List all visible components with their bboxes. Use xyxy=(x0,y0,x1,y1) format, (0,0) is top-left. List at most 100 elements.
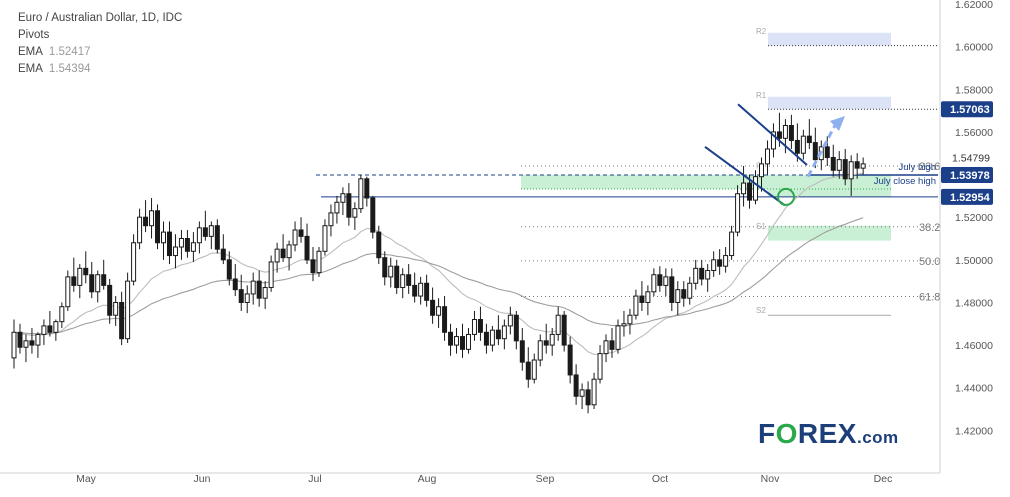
candle-body xyxy=(53,321,59,333)
x-tick-label: Sep xyxy=(536,473,555,485)
price-label-text: 1.57063 xyxy=(950,104,990,116)
candle-body xyxy=(178,238,184,248)
candle-body xyxy=(759,163,764,178)
price-label-box xyxy=(941,188,993,205)
candle-body xyxy=(208,225,214,237)
legend-ema-2-label: EMA xyxy=(18,63,43,75)
candle-body xyxy=(782,125,788,139)
candle-body xyxy=(537,340,543,361)
candle-body xyxy=(591,378,597,406)
axes-layer: May Jun Jul Aug Sep Oct Nov Dec 1.62000 1.60000 1.… xyxy=(0,0,993,485)
candle-body xyxy=(95,274,101,293)
pivot-s1-zone xyxy=(768,225,891,241)
y-tick-label: 1.62000 xyxy=(955,0,993,11)
candle-body xyxy=(202,227,208,237)
candle-body xyxy=(699,267,705,280)
candle-body xyxy=(729,231,735,257)
candle-body xyxy=(615,325,621,350)
candle-body xyxy=(11,331,17,359)
candle-body xyxy=(711,259,717,271)
candle-body xyxy=(232,278,238,291)
candle-body xyxy=(579,389,585,397)
candle-body xyxy=(770,131,776,150)
y-tick-label: 1.46000 xyxy=(955,340,993,352)
candle-body xyxy=(501,325,507,340)
candle-body xyxy=(166,231,172,257)
candle-body xyxy=(543,340,549,346)
fib-label: 38.2 xyxy=(919,222,940,234)
fib-label: 61.8 xyxy=(919,291,940,303)
price-label-text: 1.52954 xyxy=(950,192,991,204)
x-tick-label: Nov xyxy=(761,473,780,485)
candle-body xyxy=(788,125,794,141)
candle-body xyxy=(298,229,304,237)
fib-label: 23.6 xyxy=(919,161,940,173)
candle-body xyxy=(753,176,759,201)
logo-rex: REX xyxy=(797,418,857,449)
projection-arrow-head xyxy=(830,116,845,131)
candle-body xyxy=(633,295,639,316)
candle-body xyxy=(364,178,370,199)
y-tick-label: 1.58000 xyxy=(955,84,993,96)
candle-body xyxy=(842,159,848,180)
legend-ema-1-value: 1.52417 xyxy=(48,46,91,58)
candle-body xyxy=(29,340,35,346)
candle-body xyxy=(735,193,741,233)
x-tick-label: Aug xyxy=(418,473,437,485)
candle-body xyxy=(645,291,651,303)
candle-body xyxy=(639,295,645,303)
candle-body xyxy=(346,193,352,218)
fib-label: 50.0 xyxy=(919,256,940,268)
candle-body xyxy=(394,265,400,289)
candle-body xyxy=(119,301,125,340)
candle-body xyxy=(400,274,406,289)
candle-body xyxy=(310,259,316,274)
candle-body xyxy=(471,319,477,335)
candle-body xyxy=(184,238,190,252)
candle-body xyxy=(238,289,244,303)
candle-body xyxy=(693,267,699,284)
candle-body xyxy=(830,156,836,171)
legend-pivots: Pivots xyxy=(18,29,50,41)
y-tick-label: 1.50000 xyxy=(955,255,993,267)
candle-body xyxy=(304,235,310,261)
candle-body xyxy=(651,274,657,293)
legend-title: Euro / Australian Dollar, 1D, IDC xyxy=(18,12,183,24)
candle-body xyxy=(41,325,47,335)
candle-body xyxy=(549,333,555,346)
legend-ema-2: EMA 1.54394 xyxy=(18,61,182,78)
forex-logo: FOREX.com xyxy=(758,418,899,450)
price-label-box xyxy=(941,167,993,184)
candle-body xyxy=(406,274,412,286)
x-tick-label: Dec xyxy=(874,473,893,485)
candle-body xyxy=(370,197,376,233)
candle-body xyxy=(454,336,460,346)
candle-body xyxy=(149,210,155,227)
candle-body xyxy=(196,227,202,244)
candle-body xyxy=(418,282,424,297)
candle-body xyxy=(274,248,280,263)
candle-body xyxy=(675,289,681,303)
y-tick-label: 1.42000 xyxy=(955,425,993,437)
candle-body xyxy=(669,276,675,303)
candle-body xyxy=(603,340,609,355)
candle-body xyxy=(806,135,812,144)
candle-body xyxy=(340,193,346,203)
candle-body xyxy=(214,225,220,250)
candle-body xyxy=(836,159,842,171)
candle-body xyxy=(531,359,537,380)
candle-body xyxy=(161,231,166,244)
candle-body xyxy=(316,250,322,274)
y-tick-label: 1.48000 xyxy=(955,297,993,309)
candle-body xyxy=(424,282,430,301)
overlays-layer: July high July close high xyxy=(704,103,936,207)
pivot-label: R2 xyxy=(756,27,767,36)
candle-body xyxy=(101,274,107,286)
pivot-r2-band xyxy=(768,32,891,46)
wedge-upper-line xyxy=(737,103,808,166)
candle-body xyxy=(525,361,531,380)
candle-body xyxy=(442,306,448,333)
candle-body xyxy=(358,178,364,210)
candle-body xyxy=(860,163,866,169)
candle-body xyxy=(334,201,340,214)
